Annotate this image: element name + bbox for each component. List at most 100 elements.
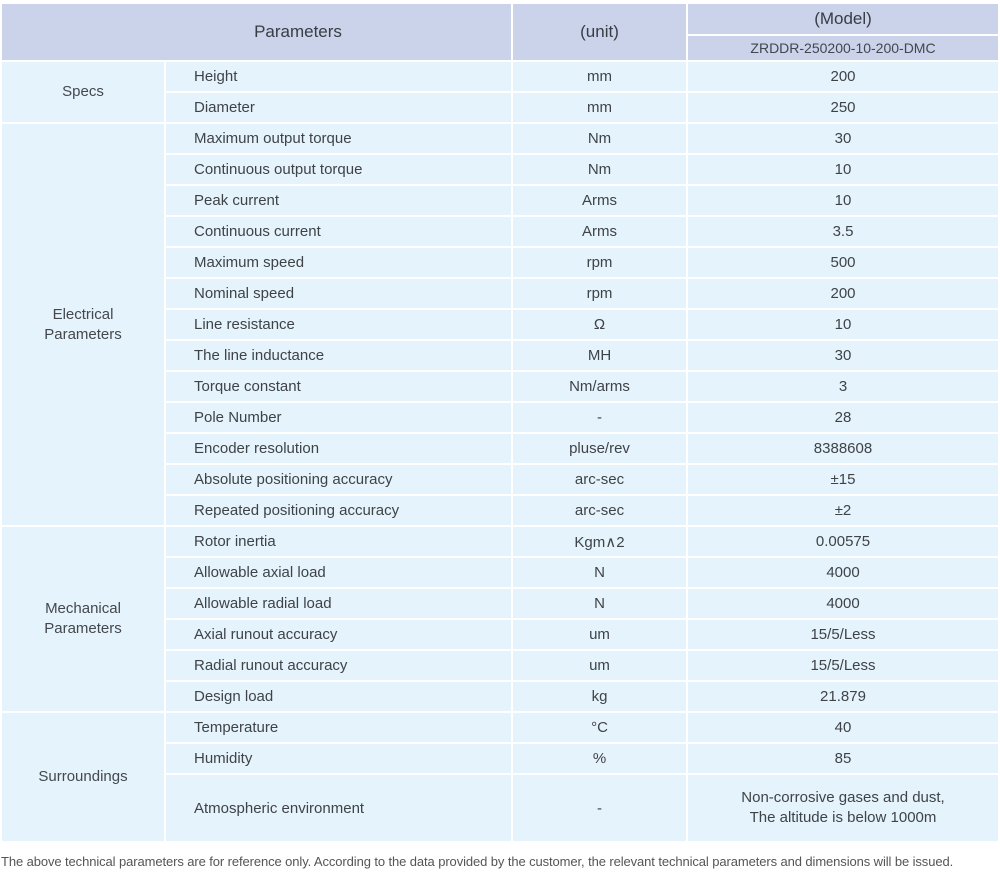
param-cell: Rotor inertia: [166, 527, 511, 556]
table-row: Atmospheric environment - Non-corrosive ga…: [2, 775, 998, 841]
table-row: Surroundings Temperature °C 40: [2, 713, 998, 841]
table-body: Specs Height mm 200 Diameter mm 250 Electrical …: [2, 62, 998, 841]
unit-cell: mm: [513, 93, 686, 122]
unit-cell: Nm/arms: [513, 372, 686, 401]
param-cell: Nominal speed: [166, 279, 511, 308]
header-model: (Model): [688, 4, 998, 34]
param-cell: Radial runout accuracy: [166, 651, 511, 680]
param-cell: Torque constant: [166, 372, 511, 401]
footnote: The above technical parameters are for r…: [1, 854, 954, 869]
param-cell: Repeated positioning accuracy: [166, 496, 511, 525]
header-parameters: Parameters: [2, 4, 511, 60]
unit-cell: MH: [513, 341, 686, 370]
param-cell: Absolute positioning accuracy: [166, 465, 511, 494]
value-cell: 10: [688, 310, 998, 339]
param-cell: Pole Number: [166, 403, 511, 432]
unit-cell: Nm: [513, 124, 686, 153]
unit-cell: N: [513, 589, 686, 618]
table-row: Continuous current Arms 3.5: [2, 217, 998, 246]
value-cell: 15/5/Less: [688, 620, 998, 649]
unit-cell: um: [513, 620, 686, 649]
table-row: Encoder resolution pluse/rev 8388608: [2, 434, 998, 463]
table-row: The line inductance MH 30: [2, 341, 998, 370]
table-row: Maximum speed rpm 500: [2, 248, 998, 277]
table-header: Parameters (unit) (Model) ZRDDR-250200-1…: [2, 4, 998, 60]
value-cell: 28: [688, 403, 998, 432]
table-row: Mechanical Parameters Rotor inertia Kgm∧2 0…: [2, 527, 998, 711]
param-cell: Diameter: [166, 93, 511, 122]
unit-cell: rpm: [513, 279, 686, 308]
table-row: Nominal speed rpm 200: [2, 279, 998, 308]
spec-table: Parameters (unit) (Model) ZRDDR-250200-1…: [0, 2, 1000, 843]
unit-cell: um: [513, 651, 686, 680]
value-cell: 4000: [688, 589, 998, 618]
param-cell: The line inductance: [166, 341, 511, 370]
param-cell: Continuous current: [166, 217, 511, 246]
unit-cell: pluse/rev: [513, 434, 686, 463]
unit-cell: arc-sec: [513, 496, 686, 525]
header-model-number: ZRDDR-250200-10-200-DMC: [688, 36, 998, 60]
table-row: Continuous output torque Nm 10: [2, 155, 998, 184]
unit-cell: °C: [513, 713, 686, 742]
unit-cell: Arms: [513, 186, 686, 215]
value-cell: 500: [688, 248, 998, 277]
value-cell: ±2: [688, 496, 998, 525]
param-cell: Humidity: [166, 744, 511, 773]
table-row: Absolute positioning accuracy arc-sec ±15: [2, 465, 998, 494]
table-row: Design load kg 21.879: [2, 682, 998, 711]
value-cell: 21.879: [688, 682, 998, 711]
param-cell: Line resistance: [166, 310, 511, 339]
value-cell: 30: [688, 341, 998, 370]
param-cell: Continuous output torque: [166, 155, 511, 184]
unit-cell: -: [513, 775, 686, 841]
table-row: Diameter mm 250: [2, 93, 998, 122]
unit-cell: Nm: [513, 155, 686, 184]
param-cell: Allowable radial load: [166, 589, 511, 618]
value-cell: 8388608: [688, 434, 998, 463]
value-cell: 15/5/Less: [688, 651, 998, 680]
value-cell: 3: [688, 372, 998, 401]
value-cell: Non-corrosive gases and dust, The altitu…: [688, 775, 998, 841]
param-cell: Height: [166, 62, 511, 91]
value-cell: ±15: [688, 465, 998, 494]
unit-cell: -: [513, 403, 686, 432]
group-label: Electrical Parameters: [2, 124, 164, 525]
param-cell: Maximum speed: [166, 248, 511, 277]
table-row: Pole Number -28: [2, 403, 998, 432]
param-cell: Allowable axial load: [166, 558, 511, 587]
value-cell: 200: [688, 62, 998, 91]
group-label: Mechanical Parameters: [2, 527, 164, 711]
table-row: Radial runout accuracy um 15/5/Less: [2, 651, 998, 680]
param-cell: Maximum output torque: [166, 124, 511, 153]
table-row: Humidity% 85: [2, 744, 998, 773]
value-cell: 200: [688, 279, 998, 308]
table-row: Line resistance Ω 10: [2, 310, 998, 339]
param-cell: Axial runout accuracy: [166, 620, 511, 649]
unit-cell: mm: [513, 62, 686, 91]
param-cell: Design load: [166, 682, 511, 711]
group-label: Specs: [2, 62, 164, 122]
table-row: Electrical Parameters Maximum output torq…: [2, 124, 998, 525]
value-cell: 40: [688, 713, 998, 742]
table-row: Torque constant Nm/arms 3: [2, 372, 998, 401]
unit-cell: Ω: [513, 310, 686, 339]
table-row: Specs Height mm 200: [2, 62, 998, 122]
unit-cell: N: [513, 558, 686, 587]
unit-cell: %: [513, 744, 686, 773]
table-row: Repeated positioning accuracy arc-sec ±2: [2, 496, 998, 525]
param-cell: Peak current: [166, 186, 511, 215]
value-cell: 250: [688, 93, 998, 122]
unit-cell: arc-sec: [513, 465, 686, 494]
value-cell: 10: [688, 186, 998, 215]
unit-cell: Kgm∧2: [513, 527, 686, 556]
param-cell: Atmospheric environment: [166, 775, 511, 841]
param-cell: Encoder resolution: [166, 434, 511, 463]
value-cell: 10: [688, 155, 998, 184]
value-cell: 85: [688, 744, 998, 773]
unit-cell: kg: [513, 682, 686, 711]
value-cell: 4000: [688, 558, 998, 587]
group-label: Surroundings: [2, 713, 164, 841]
table-row: Axial runout accuracy um 15/5/Less: [2, 620, 998, 649]
value-cell: 30: [688, 124, 998, 153]
